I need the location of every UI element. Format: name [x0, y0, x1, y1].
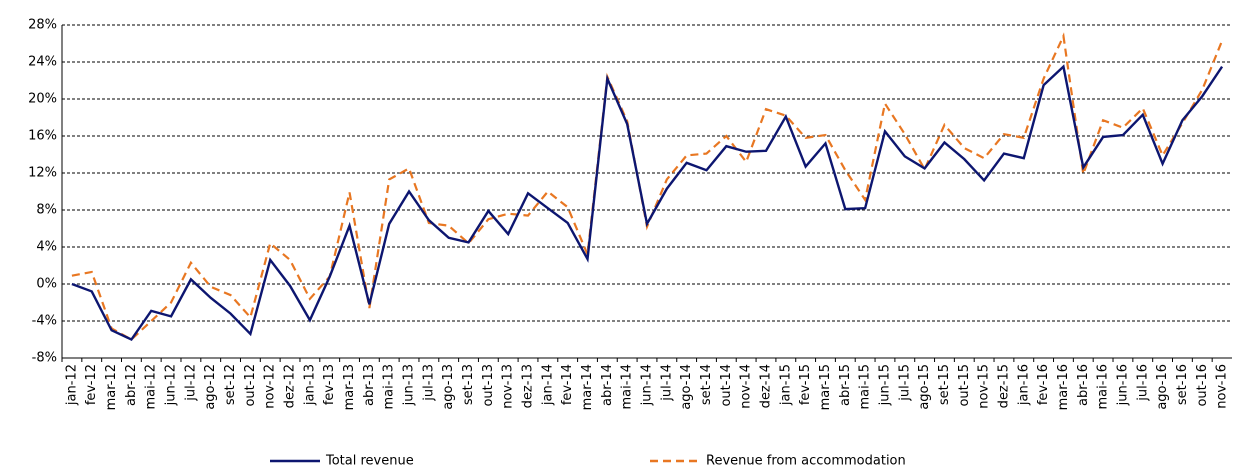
x-tick-label: out-14 — [719, 364, 734, 407]
x-tick-label: mar-14 — [580, 364, 595, 410]
legend-label: Revenue from accommodation — [706, 454, 906, 469]
line-series — [71, 64, 1224, 342]
y-tick-label: 12% — [28, 166, 57, 181]
x-tick-label: set-15 — [937, 364, 952, 405]
x-tick-label: dez-13 — [521, 364, 536, 408]
y-tick-label: 4% — [36, 240, 57, 255]
x-tick-label: nov-14 — [739, 364, 754, 409]
x-tick-label: out-13 — [481, 364, 496, 407]
x-tick-label: jul-13 — [421, 364, 436, 402]
x-tick-label: jan-14 — [540, 364, 555, 406]
x-tick-label: abr-16 — [1076, 364, 1091, 406]
y-tick-label: 8% — [36, 203, 57, 218]
x-tick-label: out-16 — [1195, 364, 1210, 407]
x-tick-label: jul-12 — [183, 364, 198, 402]
x-tick-label: dez-15 — [996, 364, 1011, 408]
x-tick-label: jul-15 — [897, 364, 912, 402]
x-tick-label: mar-13 — [342, 364, 357, 410]
x-tick-label: dez-12 — [283, 364, 298, 408]
x-tick-label: set-13 — [461, 364, 476, 405]
x-tick-label: abr-15 — [838, 364, 853, 406]
x-tick-label: nov-13 — [501, 364, 516, 409]
legend-label: Total revenue — [325, 454, 414, 469]
x-tick-label: mai-12 — [144, 364, 159, 409]
x-tick-label: fev-14 — [560, 364, 575, 405]
x-tick-label: abr-12 — [124, 364, 139, 406]
x-tick-label: jul-16 — [1135, 364, 1150, 402]
x-tick-label: jan-16 — [1016, 364, 1031, 406]
x-tick-label: set-12 — [223, 364, 238, 405]
x-tick-label: fev-15 — [798, 364, 813, 405]
x-tick-label: ago-16 — [1155, 364, 1170, 410]
x-tick-label: mai-14 — [620, 364, 635, 409]
x-tick-label: mar-12 — [104, 364, 119, 410]
x-tick-label: ago-12 — [203, 364, 218, 410]
x-tick-label: jun-13 — [402, 364, 417, 406]
x-tick-label: jan-15 — [778, 364, 793, 406]
x-tick-label: nov-16 — [1215, 364, 1230, 409]
x-tick-label: jan-12 — [64, 364, 79, 406]
line-series — [71, 32, 1224, 341]
x-tick-label: nov-15 — [977, 364, 992, 409]
x-tick-label: ago-13 — [441, 364, 456, 410]
x-tick-label: jun-14 — [640, 364, 655, 406]
x-tick-label: mar-15 — [818, 364, 833, 410]
x-tick-label: ago-15 — [917, 364, 932, 410]
x-tick-label: mai-13 — [382, 364, 397, 409]
y-tick-label: -8% — [32, 351, 57, 366]
y-tick-label: 20% — [28, 92, 57, 107]
x-tick-label: set-14 — [699, 364, 714, 405]
y-tick-label: 28% — [28, 18, 57, 33]
x-tick-label: jun-16 — [1115, 364, 1130, 406]
x-tick-label: abr-13 — [362, 364, 377, 406]
x-tick-label: nov-12 — [263, 364, 278, 409]
x-tick-label: mai-15 — [858, 364, 873, 409]
x-tick-label: mai-16 — [1096, 364, 1111, 409]
x-tick-label: fev-16 — [1036, 364, 1051, 405]
y-tick-label: -4% — [32, 314, 57, 329]
x-tick-label: fev-13 — [322, 364, 337, 405]
x-tick-label: dez-14 — [758, 364, 773, 408]
x-tick-label: fev-12 — [84, 364, 99, 405]
y-tick-label: 24% — [28, 55, 57, 70]
x-tick-label: out-12 — [243, 364, 258, 407]
x-tick-label: jun-15 — [877, 364, 892, 406]
x-tick-label: out-15 — [957, 364, 972, 407]
x-tick-label: set-16 — [1175, 364, 1190, 405]
x-tick-label: jul-14 — [659, 364, 674, 402]
x-tick-label: jan-13 — [302, 364, 317, 406]
y-tick-label: 16% — [28, 129, 57, 144]
x-tick-label: abr-14 — [600, 364, 615, 406]
x-tick-label: mar-16 — [1056, 364, 1071, 410]
y-tick-label: 0% — [36, 277, 57, 292]
x-tick-label: ago-14 — [679, 364, 694, 410]
x-tick-label: jun-12 — [164, 364, 179, 406]
